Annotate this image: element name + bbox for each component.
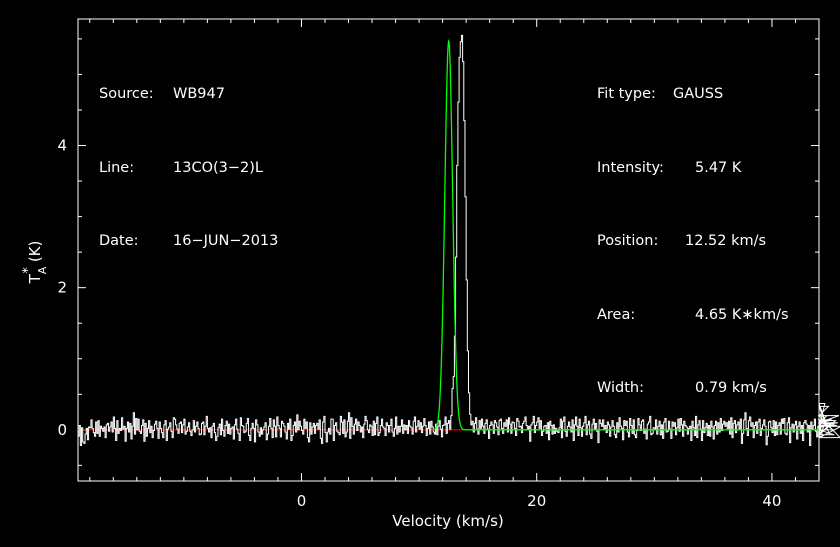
area-value: 4.65 K∗km/s <box>695 306 789 323</box>
intensity-label: Intensity: <box>597 159 664 176</box>
header-right: Fit type: GAUSS Intensity: 5.47 K Positi… <box>597 33 789 425</box>
date-label: Date: <box>99 233 139 249</box>
source-label: Source: <box>99 86 154 102</box>
header-row-date: Date: 16−JUN−2013 <box>99 229 278 254</box>
position-value: 12.52 km/s <box>685 233 767 249</box>
header-row-line: Line: 13CO(3−2)L <box>99 156 278 181</box>
x-tick-label: 40 <box>762 492 781 510</box>
area-label: Area: <box>597 306 636 323</box>
y-axis-label-unit: (K) <box>26 241 44 263</box>
position-label: Position: <box>597 233 659 249</box>
spectrum-line <box>78 34 840 446</box>
header-left: Source: WB947 Line: 13CO(3−2)L Date: 16−… <box>99 33 278 278</box>
width-value: 0.79 km/s <box>695 380 767 396</box>
y-tick-label: 2 <box>57 279 67 297</box>
y-axis-label-main: T <box>26 273 44 284</box>
gauss-fit-line <box>432 39 819 431</box>
plot-frame <box>77 18 820 482</box>
y-tick-label: 4 <box>57 137 67 155</box>
y-axis-label-sup: * <box>21 267 36 274</box>
fit-type-label: Fit type: <box>597 86 656 102</box>
x-tick-label: 20 <box>527 492 546 510</box>
svg-text:TA*(K): TA* (K) <box>21 241 49 285</box>
fit-row-type: Fit type: GAUSS <box>597 82 789 107</box>
y-axis-label-sub: A <box>36 266 49 274</box>
width-label: Width: <box>597 380 645 396</box>
x-axis-label: Velocity (km/s) <box>392 512 503 530</box>
fit-row-position: Position: 12.52 km/s <box>597 229 789 254</box>
intensity-value: 5.47 K <box>695 159 742 176</box>
source-value: WB947 <box>173 86 225 102</box>
date-value: 16−JUN−2013 <box>173 233 279 249</box>
line-label: Line: <box>99 159 135 176</box>
axis-tick-labels: 0 20 40 0 2 4 <box>57 137 781 510</box>
y-axis-label: TA* (K) <box>21 241 49 285</box>
fit-type-value: GAUSS <box>673 86 724 102</box>
axis-ticks <box>78 19 820 481</box>
line-value: 13CO(3−2)L <box>173 159 263 176</box>
fit-row-width: Width: 0.79 km/s <box>597 376 789 401</box>
x-tick-label: 0 <box>297 492 307 510</box>
fit-row-area: Area: 4.65 K∗km/s <box>597 303 789 328</box>
fit-row-intensity: Intensity: 5.47 K <box>597 156 789 181</box>
header-row-source: Source: WB947 <box>99 82 278 107</box>
y-tick-label: 0 <box>57 421 67 439</box>
